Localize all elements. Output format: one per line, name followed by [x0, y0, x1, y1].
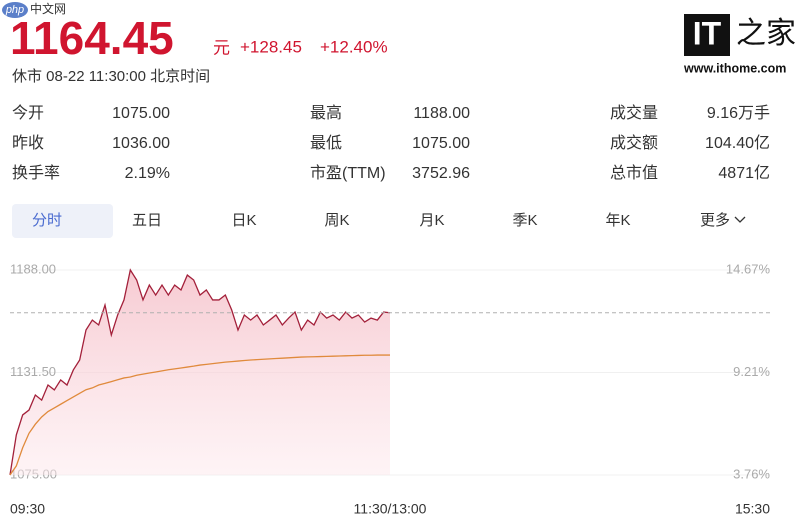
- watermark: php 中文网: [2, 1, 66, 18]
- x-tick-label: 09:30: [10, 501, 45, 517]
- x-tick-label: 11:30/13:00: [354, 501, 427, 517]
- stat-label: 成交量: [610, 104, 658, 122]
- tab[interactable]: 季K: [512, 212, 537, 229]
- tab[interactable]: 更多: [700, 212, 730, 229]
- stat-label: 最低: [310, 134, 342, 152]
- tab[interactable]: 月K: [419, 212, 444, 229]
- tab-chevron: [734, 216, 746, 223]
- y-tick-label: 1188.00: [10, 261, 56, 276]
- stat-value: 9.16万手: [707, 104, 770, 122]
- tab[interactable]: 年K: [605, 212, 630, 229]
- tab[interactable]: 分时: [32, 212, 62, 229]
- price: 1164.45: [10, 12, 174, 64]
- price-unit: 元: [213, 38, 230, 57]
- stat-label: 今开: [12, 104, 44, 122]
- stat-value: 4871亿: [718, 164, 770, 182]
- logo-name: 之家: [736, 17, 796, 50]
- stat-label: 换手率: [12, 164, 60, 182]
- stats: 今开 1075.00 最高 1188.00 成交量 9.16万手 昨收 1036…: [12, 104, 770, 182]
- stat-value: 104.40亿: [705, 134, 770, 152]
- logo-box: [684, 14, 730, 56]
- x-tick-label: 15:30: [735, 501, 770, 517]
- stat-label: 昨收: [12, 134, 44, 152]
- y2-tick-label: 14.67%: [726, 261, 771, 276]
- logo-url: www.ithome.com: [683, 61, 786, 75]
- y2-tick-label: 3.76%: [733, 466, 770, 481]
- stat-label: 总市值: [610, 164, 658, 182]
- intraday-chart: 1075.001131.501188.003.76%9.21%14.67%09:…: [9, 261, 771, 517]
- stat-value: 2.19%: [125, 165, 170, 182]
- logo: IT 之家 www.ithome.com: [683, 14, 796, 75]
- price-line: [9, 268, 391, 476]
- stat-label: 最高: [310, 104, 342, 122]
- price-change: +128.45: [240, 37, 302, 56]
- stat-value: 1075.00: [112, 105, 170, 122]
- stat-value: 3752.96: [412, 165, 470, 182]
- tab-active-bg: [12, 204, 113, 238]
- watermark-badge: [2, 2, 28, 18]
- logo-mark: IT: [693, 15, 722, 51]
- tab[interactable]: 日K: [231, 212, 256, 229]
- watermark-brand: php: [5, 4, 24, 16]
- average-line: [9, 354, 390, 476]
- tab[interactable]: 五日: [132, 212, 162, 229]
- area-fill: [10, 270, 390, 475]
- tabs: 分时 五日 日K 周K 月K 季K 年K 更多: [12, 204, 746, 238]
- tab[interactable]: 周K: [324, 212, 349, 229]
- stat-value: 1188.00: [413, 105, 470, 122]
- y2-tick-label: 9.21%: [733, 364, 770, 379]
- stat-value: 1036.00: [112, 135, 170, 152]
- watermark-site: 中文网: [30, 1, 66, 16]
- stat-label: 成交额: [610, 134, 658, 152]
- price-change-pct: +12.40%: [320, 37, 388, 56]
- stat-value: 1075.00: [412, 135, 470, 152]
- y-tick-label: 1131.50: [10, 364, 56, 379]
- stat-label: 市盈(TTM): [310, 164, 386, 182]
- market-status: 休市 08-22 11:30:00 北京时间: [12, 68, 210, 85]
